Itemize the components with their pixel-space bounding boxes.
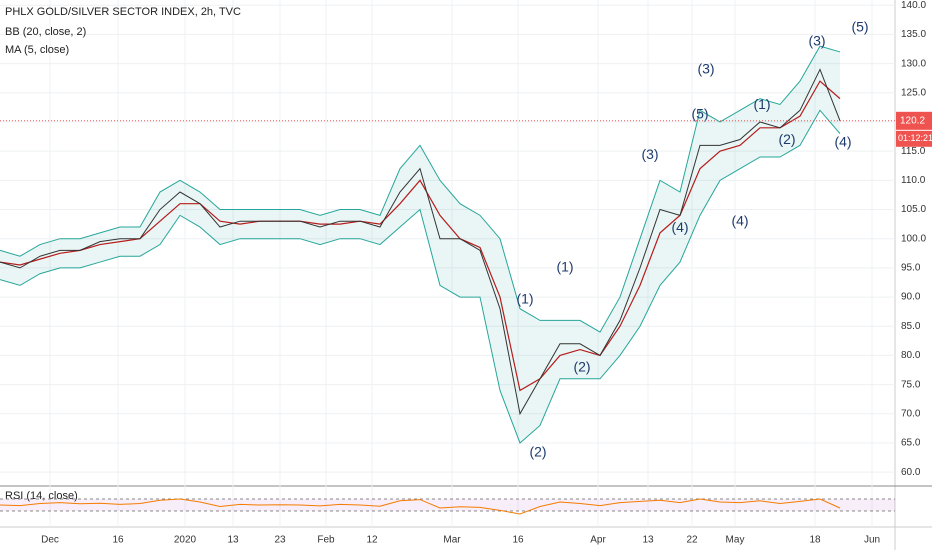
x-tick-label: Dec (41, 535, 59, 546)
wave-label: (1) (516, 291, 533, 307)
y-tick-label: 85.0 (901, 321, 921, 332)
y-tick-label: 115.0 (901, 146, 926, 157)
price-line (0, 68, 841, 416)
x-tick-label: 16 (112, 535, 124, 546)
y-tick-label: 105.0 (901, 204, 926, 215)
wave-label: (1) (556, 259, 573, 275)
x-tick-label: 16 (512, 535, 524, 546)
x-tick-label: 22 (686, 535, 698, 546)
y-tick-label: 110.0 (901, 175, 926, 186)
bb-lower (0, 109, 841, 444)
x-tick-label: 18 (809, 535, 821, 546)
y-tick-label: 135.0 (901, 29, 926, 40)
x-tick-label: Mar (443, 535, 461, 546)
wave-label: (2) (529, 444, 546, 460)
y-tick-label: 60.0 (901, 467, 921, 478)
x-tick-label: 13 (642, 535, 654, 546)
wave-label: (4) (671, 219, 688, 235)
wave-label: (3) (697, 61, 714, 77)
y-tick-label: 95.0 (901, 263, 921, 274)
countdown-box (896, 130, 932, 147)
x-tick-label: May (726, 535, 745, 546)
y-tick-label: 125.0 (901, 87, 926, 98)
rsi-line (0, 498, 841, 515)
wave-label: (4) (731, 212, 748, 228)
y-tick-label: 140.0 (901, 0, 926, 11)
x-tick-label: Apr (590, 535, 606, 546)
x-tick-label: Jun (864, 535, 880, 546)
wave-label: (4) (834, 134, 851, 150)
legend-entry: BB (20, close, 2) (5, 26, 86, 38)
rsi-label: RSI (14, close) (5, 490, 78, 502)
wave-label: (3) (808, 33, 825, 49)
wave-label: (2) (573, 358, 590, 374)
x-tick-label: 2020 (174, 535, 197, 546)
legend-entry: MA (5, close) (5, 44, 69, 56)
bb-fill (0, 46, 840, 443)
y-tick-label: 65.0 (901, 438, 921, 449)
x-tick-label: 23 (274, 535, 286, 546)
x-tick-label: Feb (317, 535, 335, 546)
wave-label: (5) (691, 106, 708, 122)
y-tick-label: 70.0 (901, 408, 921, 419)
last-price-box (896, 111, 932, 130)
wave-label: (1) (753, 96, 770, 112)
wave-label: (3) (641, 146, 658, 162)
wave-label: (2) (778, 131, 795, 147)
y-tick-label: 100.0 (901, 233, 926, 244)
countdown: 01:12:21 (898, 133, 932, 143)
last-price-label: 120.2 (900, 115, 925, 126)
y-tick-label: 90.0 (901, 292, 921, 303)
chart-title: PHLX GOLD/SILVER SECTOR INDEX, 2h, TVC (5, 6, 241, 18)
wave-label: (5) (851, 19, 868, 35)
y-tick-label: 75.0 (901, 379, 921, 390)
bb-upper (0, 45, 841, 333)
x-tick-label: 12 (366, 535, 378, 546)
y-tick-label: 130.0 (901, 58, 926, 69)
x-tick-label: 13 (227, 535, 239, 546)
y-tick-label: 80.0 (901, 350, 921, 361)
